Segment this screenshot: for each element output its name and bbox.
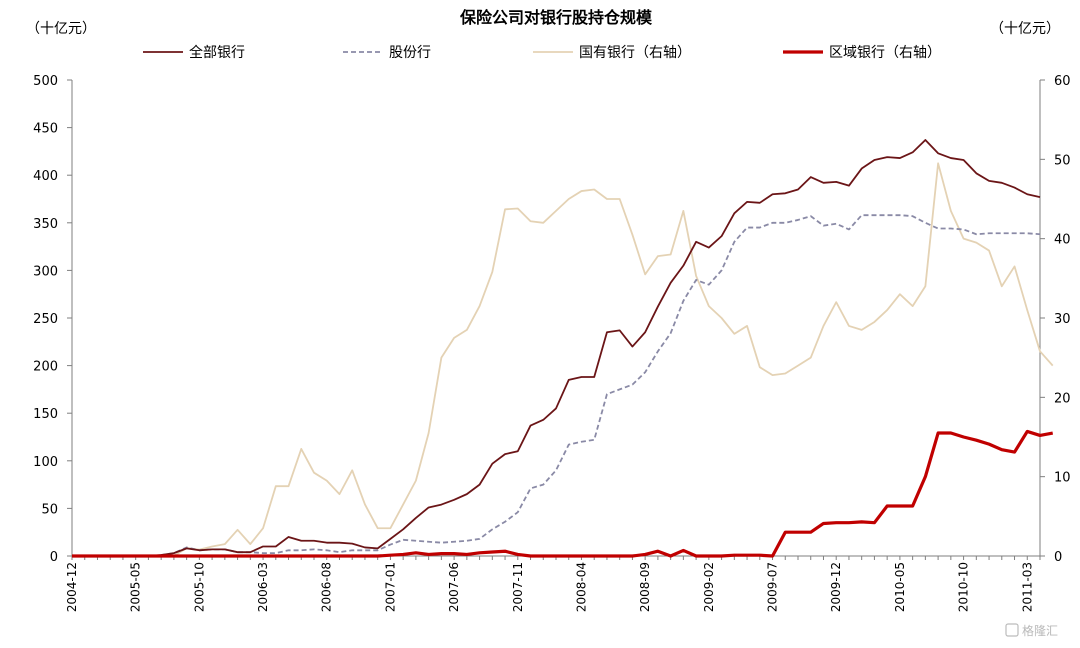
left-tick-label: 200: [33, 360, 58, 375]
right-tick-label: 60: [1054, 74, 1071, 89]
series-line-3: [72, 429, 1054, 558]
x-tick-label: 2009-07: [766, 562, 780, 612]
left-tick-label: 250: [33, 312, 58, 327]
series-line-2: [72, 162, 1054, 557]
x-tick-label: 2009-02: [702, 562, 716, 612]
right-axis-ticks: 0 10 20 30 40 50 60: [1040, 74, 1071, 565]
right-tick-label: 20: [1054, 391, 1071, 406]
legend-label-2: 国有银行（右轴）: [579, 45, 691, 61]
series-line-0: [72, 139, 1041, 557]
right-tick-label: 30: [1054, 312, 1071, 327]
x-tick-label: 2007-01: [383, 562, 397, 612]
x-tick-label: 2006-08: [320, 562, 334, 612]
left-tick-label: 400: [33, 169, 58, 184]
watermark: 格隆汇: [1005, 623, 1058, 638]
left-tick-label: 500: [33, 74, 58, 89]
left-tick-label: 100: [33, 455, 58, 470]
x-tick-label: 2011-03: [1020, 562, 1034, 612]
x-tick-label: 2008-04: [574, 562, 588, 612]
x-tick-label: 2005-05: [129, 562, 143, 612]
left-tick-label: 50: [41, 502, 58, 517]
x-tick-label: 2007-06: [447, 562, 461, 612]
axes: [71, 80, 1041, 557]
legend-label-3: 区域银行（右轴）: [829, 45, 941, 61]
left-tick-label: 0: [50, 550, 58, 565]
right-tick-label: 0: [1054, 550, 1062, 565]
x-tick-label: 2006-03: [256, 562, 270, 612]
left-tick-label: 450: [33, 122, 58, 137]
right-tick-label: 50: [1054, 153, 1071, 168]
legend-label-1: 股份行: [389, 45, 431, 61]
x-tick-label: 2010-05: [893, 562, 907, 612]
right-tick-label: 40: [1054, 233, 1071, 248]
right-tick-label: 10: [1054, 471, 1071, 486]
left-axis-ticks: 0 50 100 150 200 250 300 350 400 450 500: [33, 74, 72, 565]
x-tick-label: 2004-12: [65, 562, 79, 612]
x-tick-label: 2010-10: [957, 562, 971, 612]
series-lines: [72, 139, 1054, 558]
x-axis-ticks: 2004-12 2005-05 2005-10 2006-03 2006-08 2007-…: [65, 556, 1041, 612]
left-tick-label: 350: [33, 217, 58, 232]
chart-title: 保险公司对银行股持仓规模: [459, 8, 653, 27]
watermark-text: 格隆汇: [1022, 623, 1058, 638]
x-tick-label: 2007-11: [511, 562, 525, 612]
left-tick-label: 300: [33, 264, 58, 279]
x-tick-label: 2008-09: [638, 562, 652, 612]
legend: 全部银行 股份行 国有银行（右轴） 区域银行（右轴）: [143, 44, 941, 61]
x-tick-label: 2005-10: [192, 562, 206, 612]
right-axis-unit: （十亿元）: [990, 21, 1060, 37]
left-axis-unit: （十亿元）: [26, 21, 96, 37]
watermark-logo-icon: [1005, 623, 1019, 637]
x-tick-label: 2009-12: [829, 562, 843, 612]
legend-label-0: 全部银行: [189, 44, 245, 61]
left-tick-label: 150: [33, 407, 58, 422]
